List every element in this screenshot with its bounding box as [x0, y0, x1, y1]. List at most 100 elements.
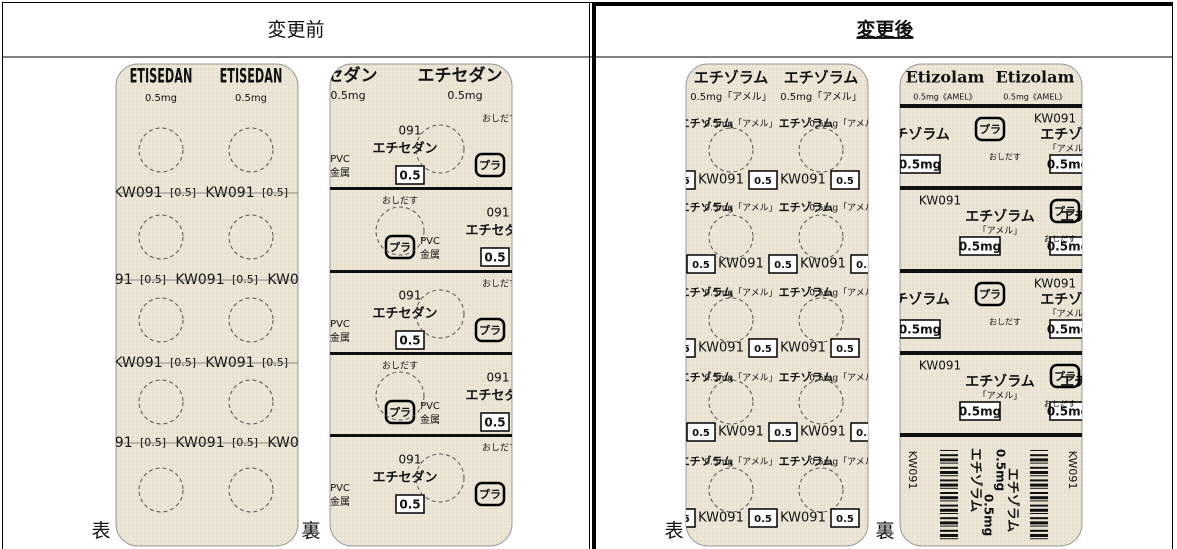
pack-text: KW091: [919, 359, 961, 373]
pack-text: 0.5mg: [1047, 158, 1089, 172]
barcode-bar: [1030, 525, 1048, 527]
barcode-bar: [1030, 538, 1048, 540]
pack-text: 0.5mg「アメル」: [809, 119, 882, 130]
tablet-pocket: [228, 297, 274, 343]
pack-text: プラ: [979, 287, 1001, 301]
dose-box: [1049, 154, 1082, 174]
pack-text: 「アメル」: [978, 226, 1023, 237]
pack-text: 091: [487, 371, 510, 385]
pack-text: PVC: [330, 154, 350, 165]
pack-text: PVC: [420, 401, 440, 412]
pack-text: 0.5mg「アメル」: [704, 119, 777, 130]
pack-text: おしだす: [482, 114, 518, 125]
pack-text: エチゾラム: [679, 200, 734, 214]
pack-text: KW091: [919, 194, 961, 208]
pack-text: 0.5mg「アメル」: [780, 91, 862, 103]
header-before: 変更前: [267, 19, 324, 41]
pack-text: 0.5: [399, 498, 420, 512]
pack-text: エチセダン: [465, 223, 530, 239]
pack-text: プラ: [479, 323, 501, 337]
barcode-bar: [1030, 500, 1048, 502]
pack-text: KW091: [800, 425, 846, 440]
pack-text: 金属: [330, 495, 350, 508]
pack-text: 0.5: [484, 416, 505, 430]
separator: [900, 104, 1082, 108]
barcode-bar: [1030, 466, 1048, 469]
pocket-outline: [375, 371, 425, 421]
dose-box: [748, 170, 778, 190]
dose-box: [686, 508, 696, 528]
pack-text: プラ: [389, 405, 411, 419]
pack-text: KW091: [698, 173, 744, 188]
pack-text: KW091: [718, 257, 764, 272]
dose-box: [480, 412, 510, 432]
header-after: 変更後: [856, 18, 914, 41]
dose-box: [850, 422, 868, 442]
pack-content: Etizolam Etizolam 0.5mg《AMEL》 0.5mg《AMEL》 KW…: [900, 68, 1093, 540]
pack-text: PVC: [330, 483, 350, 494]
recycle-mark: [974, 281, 1006, 307]
separator: [900, 186, 1082, 190]
blister-pack: [685, 63, 869, 547]
pack-text: 「アメル」: [1048, 309, 1093, 320]
barcode-bar: [1030, 471, 1048, 474]
pack-text: おしだす: [1044, 400, 1076, 409]
pack-text: プラ: [479, 158, 501, 172]
barcode-bar: [940, 534, 958, 537]
pack-text: 0.5mg「アメル」: [809, 288, 882, 299]
pack-text: 0.5: [692, 260, 710, 271]
dose-box: [959, 236, 1001, 256]
pocket-outline: [375, 206, 425, 256]
tablet-pocket: [708, 127, 754, 173]
tablet-pocket: [138, 297, 184, 343]
pack-text: エチゾラム: [968, 448, 984, 513]
barcode-bar: [940, 525, 958, 527]
dose-box: [686, 338, 696, 358]
pack-text: KW091: [1034, 277, 1076, 291]
pack-text: 0.5mg: [982, 494, 996, 536]
pack-text: [0.5]: [140, 273, 166, 286]
barcode-bar: [940, 483, 958, 487]
dose-box: [830, 338, 860, 358]
pack-text: おしだす: [482, 279, 518, 290]
pack-text: KW091: [800, 257, 846, 272]
pack-text: 0.5: [836, 344, 854, 355]
tablet-pocket: [138, 379, 184, 425]
dose-box: [686, 422, 716, 442]
dose-box: [830, 170, 860, 190]
separator: [330, 187, 512, 190]
front-label: 表: [91, 520, 110, 542]
pack-text: Etizolam: [906, 68, 985, 87]
barcode-bar: [940, 513, 958, 514]
pack-text: Etizolam: [996, 68, 1075, 87]
pack-text: [0.5]: [170, 186, 196, 199]
pack-text: 0.5: [692, 428, 710, 439]
pack-text: エチゾラム: [779, 116, 834, 130]
barcode-bar: [940, 496, 958, 500]
barcode-bar: [1030, 513, 1048, 514]
barcode-bar: [940, 529, 958, 532]
pack-text: 0.5: [672, 344, 690, 355]
tablet-pocket: [708, 379, 754, 425]
barcode-bar: [940, 487, 958, 489]
recycle-mark: [384, 234, 416, 260]
dose-box: [686, 254, 716, 274]
pack-text: 0.5mg「アメル」: [704, 373, 777, 384]
tablet-pocket: [228, 214, 274, 260]
pack-text: 0.5: [856, 428, 874, 439]
pack-text: 「アメル」: [1048, 144, 1093, 155]
pack-text: KW091: [906, 451, 919, 490]
dose-box: [395, 330, 425, 350]
pack-text: 0.5mg「アメル」: [809, 203, 882, 214]
recycle-mark: [974, 116, 1006, 142]
dose-box: [748, 508, 778, 528]
pack-text: 0.5: [484, 251, 505, 265]
barcode-bar: [940, 454, 958, 457]
tablet-pocket: [708, 467, 754, 513]
barcode-bar: [1030, 521, 1048, 525]
pack-text: エチセダン: [372, 141, 437, 157]
dose-box: [850, 254, 868, 274]
pack-text: おしだす: [482, 443, 518, 454]
